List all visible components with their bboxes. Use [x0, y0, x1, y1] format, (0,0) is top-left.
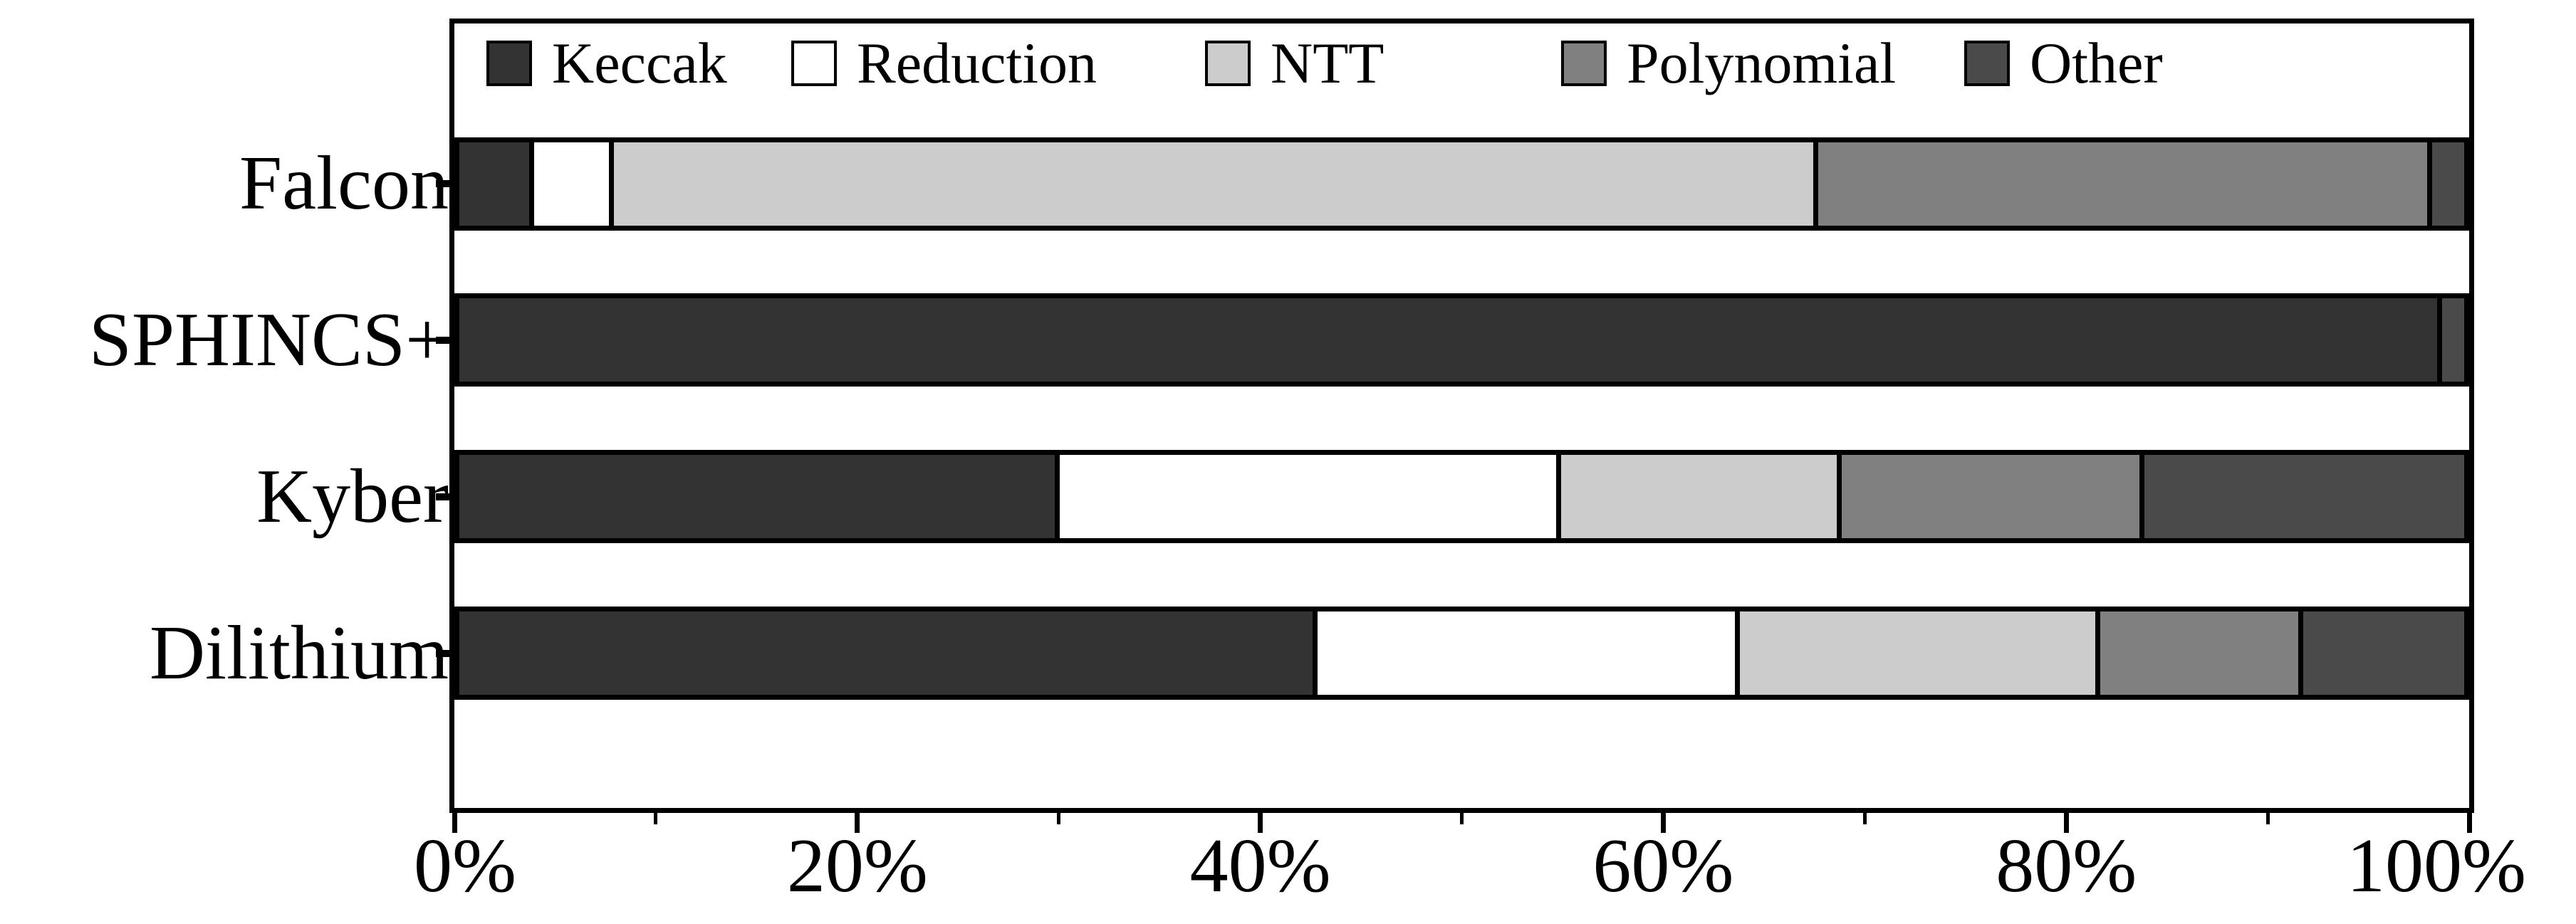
x-axis-major-tick-40: [1258, 813, 1263, 833]
bar-segment-falcon-ntt: [614, 142, 1813, 226]
y-axis-label-sphincs-: SPHINCS+: [88, 297, 449, 382]
x-axis-tick-label-20: 20%: [786, 824, 928, 908]
bar-segment-falcon-reduction: [533, 142, 610, 226]
y-axis-label-dilithium: Dilithium: [149, 610, 449, 695]
legend-swatch-polynomial: [1561, 41, 1607, 86]
x-axis-minor-tick-50: [1460, 813, 1464, 824]
y-axis-label-falcon: Falcon: [239, 141, 449, 226]
bar-segment-sphincs--other: [2442, 298, 2464, 382]
x-axis-tick-label-100: 100%: [2347, 824, 2526, 908]
y-axis-label-kyber: Kyber: [256, 453, 449, 539]
bar-dilithium: [454, 607, 2469, 700]
legend-swatch-reduction: [791, 41, 837, 86]
x-axis-major-tick-20: [855, 813, 860, 833]
x-axis-major-tick-80: [2063, 813, 2069, 833]
bar-sphincs-: [454, 293, 2469, 387]
bar-kyber: [454, 450, 2469, 543]
bar-segment-kyber-keccak: [459, 455, 1055, 538]
bar-segment-dilithium-ntt: [1739, 611, 2095, 695]
x-axis-minor-tick-70: [1862, 813, 1867, 824]
bar-segment-kyber-other: [2144, 455, 2464, 538]
legend-label-other: Other: [2030, 31, 2163, 95]
x-axis-tick-label-0: 0%: [414, 824, 516, 908]
bar-segment-kyber-reduction: [1060, 455, 1556, 538]
legend-item-other: Other: [1964, 34, 2163, 93]
legend-swatch-keccak: [486, 41, 532, 86]
x-axis-minor-tick-30: [1057, 813, 1061, 824]
legend-label-polynomial: Polynomial: [1627, 31, 1897, 95]
legend-swatch-ntt: [1205, 41, 1251, 86]
y-axis-tick-falcon: [436, 180, 454, 187]
x-axis-major-tick-60: [1660, 813, 1666, 833]
bar-segment-falcon-other: [2432, 142, 2464, 226]
bar-segment-falcon-keccak: [459, 142, 529, 226]
bar-segment-kyber-polynomial: [1842, 455, 2140, 538]
x-axis-tick-label-40: 40%: [1189, 824, 1331, 908]
legend-item-ntt: NTT: [1205, 34, 1384, 93]
x-axis-minor-tick-10: [654, 813, 658, 824]
legend-label-reduction: Reduction: [857, 31, 1097, 95]
bar-segment-dilithium-other: [2303, 611, 2464, 695]
x-axis-tick-label-60: 60%: [1592, 824, 1734, 908]
y-axis-tick-kyber: [436, 493, 454, 500]
y-axis-tick-dilithium: [436, 649, 454, 657]
legend-item-keccak: Keccak: [486, 34, 727, 93]
x-axis-tick-label-80: 80%: [1996, 824, 2137, 908]
legend-label-ntt: NTT: [1271, 31, 1385, 95]
bar-segment-dilithium-polynomial: [2100, 611, 2299, 695]
y-axis-tick-sphincs-: [436, 336, 454, 344]
bar-segment-dilithium-keccak: [459, 611, 1313, 695]
bar-falcon: [454, 137, 2469, 231]
x-axis-major-tick-100: [2466, 813, 2472, 833]
bar-segment-kyber-ntt: [1560, 455, 1837, 538]
legend-label-keccak: Keccak: [552, 31, 727, 95]
x-axis-major-tick-0: [452, 813, 457, 833]
legend-item-reduction: Reduction: [791, 34, 1097, 93]
bar-segment-sphincs--keccak: [459, 298, 2438, 382]
legend-item-polynomial: Polynomial: [1561, 34, 1896, 93]
bar-segment-falcon-polynomial: [1818, 142, 2428, 226]
x-axis-minor-tick-90: [2265, 813, 2270, 824]
bar-segment-dilithium-reduction: [1318, 611, 1735, 695]
plot-area-border: [449, 19, 2474, 813]
legend-swatch-other: [1964, 41, 2010, 86]
